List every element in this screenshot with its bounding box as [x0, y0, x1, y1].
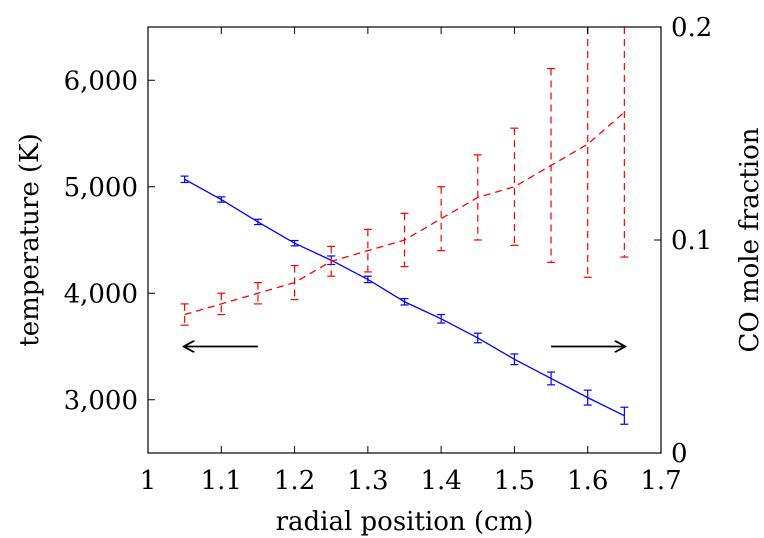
x-tick-label: 1.4: [420, 466, 461, 496]
y-right-tick-label: 0.1: [671, 226, 712, 256]
error-bar: [473, 332, 482, 344]
error-bar: [363, 228, 372, 273]
y-axis-left-label: temperature (K): [15, 133, 45, 346]
y-left-tick-label: 6,000: [64, 66, 138, 96]
error-bar: [473, 154, 482, 241]
error-bar: [547, 371, 556, 386]
x-tick-label: 1.2: [274, 466, 315, 496]
x-axis-label: radial position (cm): [276, 507, 534, 537]
error-bar: [253, 218, 262, 226]
error-bar: [547, 67, 556, 263]
error-bar: [583, 389, 592, 406]
y-right-tick-label: 0: [671, 439, 688, 469]
error-bar: [437, 186, 446, 252]
error-bar: [217, 292, 226, 316]
error-bar: [180, 303, 189, 326]
error-bar: [400, 297, 409, 306]
x-tick-label: 1.5: [494, 466, 535, 496]
x-tick-label: 1.7: [640, 466, 681, 496]
axes-layer: 1 1.1 1.2 1.3 1.4 1.5 1.6 1.7 3,000 4,000 5,000 6,0…: [64, 13, 713, 496]
x-tick-label: 1.1: [201, 466, 242, 496]
y-left-tick-label: 5,000: [64, 173, 138, 203]
error-bar: [620, 27, 629, 258]
error-bar: [363, 275, 372, 284]
y-left-tick-label: 4,000: [64, 279, 138, 309]
error-bar: [290, 239, 299, 247]
error-bar: [510, 353, 519, 366]
error-bar: [290, 264, 299, 301]
error-bar: [437, 313, 446, 324]
x-tick-label: 1.6: [567, 466, 608, 496]
y-axis-right-label: CO mole fraction: [735, 127, 764, 352]
x-tick-label: 1: [140, 466, 157, 496]
error-bar: [253, 282, 262, 305]
y-right-tick-label: 0.2: [671, 13, 712, 43]
x-tick-label: 1.3: [347, 466, 388, 496]
error-bar: [217, 196, 226, 203]
error-bar: [583, 27, 592, 278]
error-bar: [180, 175, 189, 184]
error-bar: [510, 127, 519, 246]
error-bar: [620, 406, 629, 425]
error-bar: [327, 245, 336, 277]
series-layer: [180, 27, 629, 425]
y-left-tick-label: 3,000: [64, 386, 138, 416]
error-bar: [400, 212, 409, 268]
